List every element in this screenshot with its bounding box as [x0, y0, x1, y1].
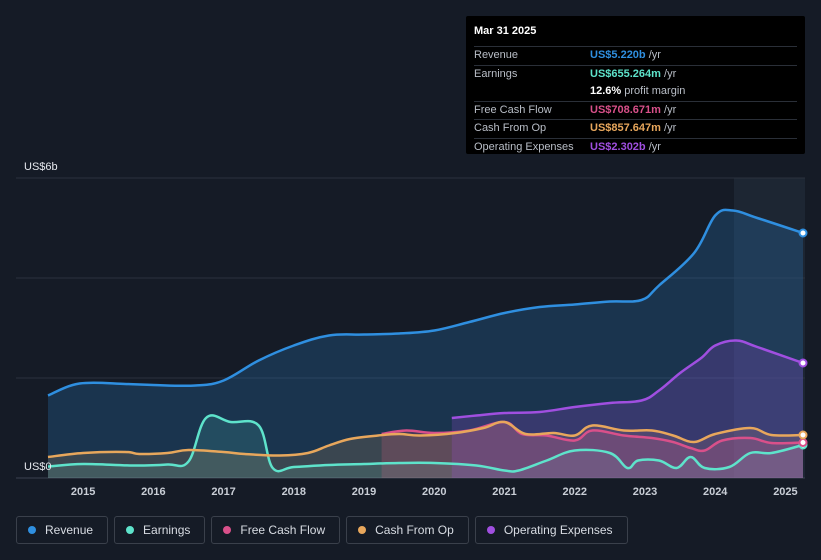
- series-areas: [48, 209, 803, 478]
- x-tick-label: 2025: [773, 486, 797, 498]
- tooltip-row-label: Revenue: [474, 49, 519, 61]
- x-tick-label: 2021: [492, 486, 516, 498]
- legend-label: Cash From Op: [375, 523, 454, 537]
- tooltip-row-label: [474, 83, 590, 101]
- tooltip-panel: Mar 31 2025 Revenue US$5.220b /yr Earnings…: [466, 16, 805, 154]
- x-tick-label: 2023: [633, 486, 657, 498]
- x-tick-label: 2015: [71, 486, 95, 498]
- y-axis-bottom-label: US$0: [24, 461, 52, 473]
- legend-label: Operating Expenses: [503, 523, 613, 537]
- tooltip-row-value: US$708.671m /yr: [590, 103, 677, 116]
- tooltip-row-label: Free Cash Flow: [474, 103, 552, 116]
- tooltip-date: Mar 31 2025: [474, 25, 537, 37]
- earnings-line: [47, 414, 804, 473]
- x-axis-ticks: 2015 2016 2017 2018 2019 2020 2021 2022 2023 2024…: [71, 486, 798, 498]
- operating-expenses-endpoint: [798, 358, 808, 368]
- gridlines: [16, 177, 805, 479]
- revenue-endpoint: [798, 228, 808, 238]
- x-tick-label: 2018: [282, 486, 306, 498]
- legend-dot-icon: [28, 526, 36, 534]
- series-lines: [47, 208, 804, 473]
- x-tick-label: 2020: [422, 486, 446, 498]
- legend-item-cash-from-op[interactable]: Cash From Op: [346, 516, 469, 544]
- legend-dot-icon: [223, 526, 232, 534]
- revenue-area: [48, 209, 803, 478]
- x-tick-label: 2017: [211, 486, 235, 498]
- tooltip-row-value: US$5.220b /yr: [590, 49, 661, 61]
- legend-item-earnings[interactable]: Earnings: [114, 516, 206, 544]
- x-tick-label: 2016: [141, 486, 165, 498]
- tooltip-row-label: Earnings: [474, 67, 518, 80]
- legend-item-operating-expenses[interactable]: Operating Expenses: [474, 516, 628, 544]
- tooltip-row-value: 12.6% profit margin: [590, 85, 686, 97]
- tooltip-row-earnings: Earnings US$655.264m /yr: [474, 64, 797, 84]
- y-axis-top-label: US$6b: [24, 161, 58, 173]
- series-endpoints: [798, 228, 808, 450]
- tooltip-row-value: US$2.302b /yr: [590, 140, 661, 153]
- tooltip-row-label: Operating Expenses: [474, 140, 574, 153]
- legend-dot-icon: [486, 526, 495, 534]
- tooltip-rows: Revenue US$5.220b /yr Earnings US$655.264m …: [474, 46, 797, 156]
- legend-dot-icon: [126, 526, 135, 534]
- legend-item-revenue[interactable]: Revenue: [16, 516, 109, 544]
- cash-from-op-line: [47, 420, 804, 459]
- tooltip-row-value: US$655.264m /yr: [590, 67, 677, 80]
- tooltip-row-value: US$857.647m /yr: [590, 122, 677, 134]
- legend: Revenue Earnings Free Cash Flow Cash From O…: [16, 516, 634, 546]
- x-tick-label: 2024: [703, 486, 728, 498]
- legend-label: Earnings: [143, 523, 191, 537]
- revenue-line: [47, 208, 804, 397]
- free-cash-flow-endpoint: [798, 438, 808, 447]
- earnings-area: [48, 415, 803, 478]
- legend-item-free-cash-flow[interactable]: Free Cash Flow: [211, 516, 341, 544]
- tooltip-row-revenue: Revenue US$5.220b /yr: [474, 46, 797, 65]
- tooltip-row-cash-from-op: Cash From Op US$857.647m /yr: [474, 119, 797, 138]
- tooltip-row-label: Cash From Op: [474, 122, 547, 134]
- tooltip-row-profit-margin: 12.6% profit margin: [474, 83, 797, 101]
- legend-dot-icon: [358, 526, 367, 534]
- tooltip-row-operating-expenses: Operating Expenses US$2.302b /yr: [474, 137, 797, 157]
- tooltip-row-free-cash-flow: Free Cash Flow US$708.671m /yr: [474, 100, 797, 120]
- operating-expenses-line: [451, 339, 804, 420]
- legend-label: Free Cash Flow: [240, 523, 326, 537]
- cash-from-op-endpoint: [798, 430, 808, 440]
- cash-from-op-area: [48, 421, 803, 478]
- legend-label: Revenue: [45, 523, 94, 537]
- x-tick-label: 2022: [563, 486, 587, 498]
- x-tick-label: 2019: [352, 486, 376, 498]
